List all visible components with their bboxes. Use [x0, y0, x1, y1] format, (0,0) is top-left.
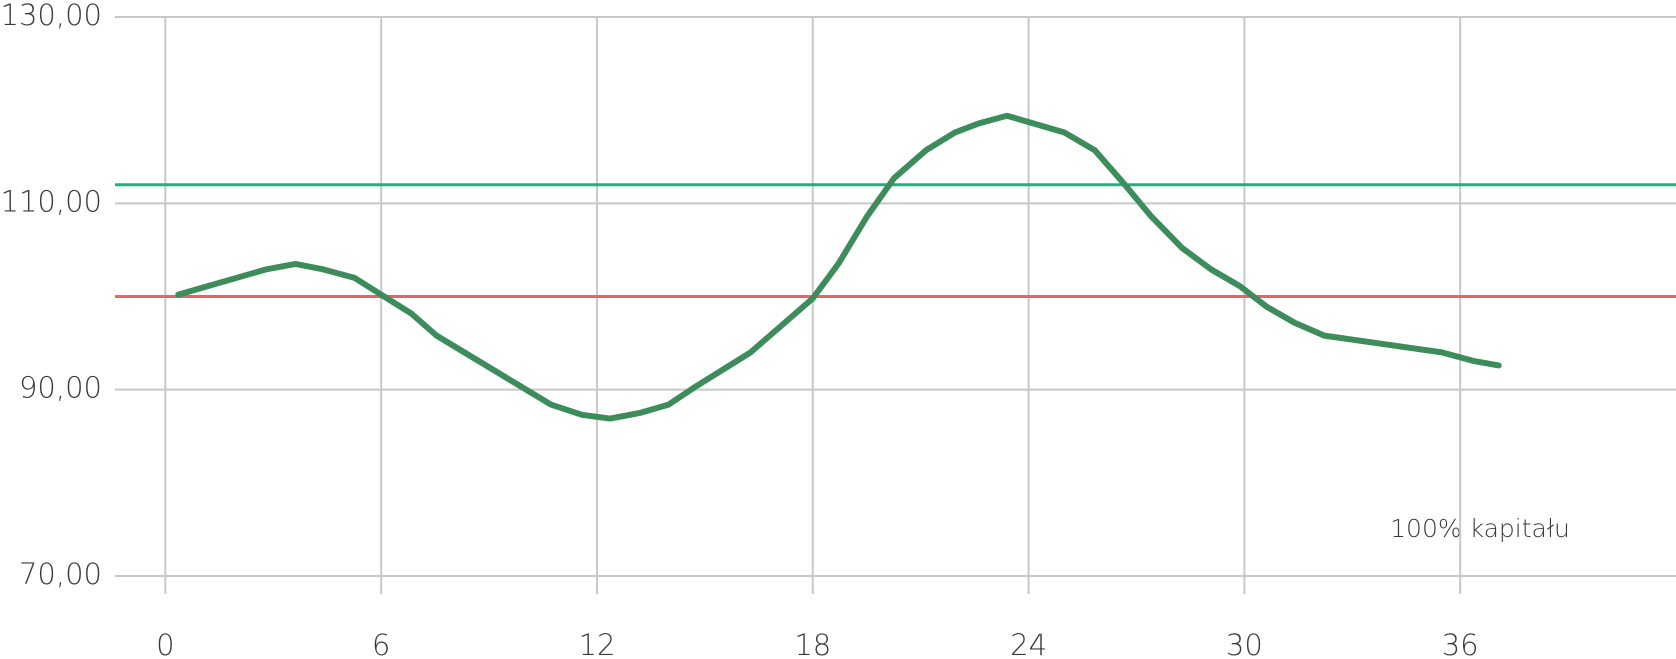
- annotation: 100% kapitału: [1390, 514, 1570, 543]
- x-tick-label: 6: [372, 628, 390, 659]
- x-tick-label: 24: [1010, 628, 1047, 659]
- data-line: [175, 112, 1502, 422]
- x-tick-label: 12: [579, 628, 616, 659]
- y-tick-label: 110,00: [1, 184, 102, 218]
- x-tick-label: 30: [1226, 628, 1263, 659]
- x-tick-label: 18: [794, 628, 831, 659]
- x-tick-label: 0: [156, 628, 174, 659]
- y-tick-label: 70,00: [19, 557, 102, 591]
- y-tick-label: 90,00: [19, 371, 102, 405]
- x-tick-label: 36: [1442, 628, 1479, 659]
- y-tick-label: 130,00: [1, 0, 102, 32]
